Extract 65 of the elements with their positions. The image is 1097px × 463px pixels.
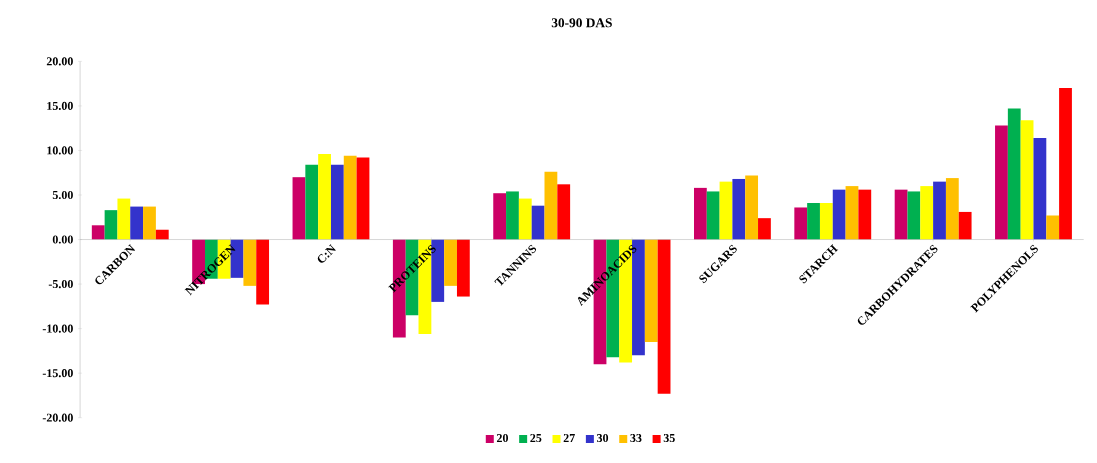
bar: [143, 206, 156, 240]
bar: [305, 164, 319, 240]
y-tick-label: -10.00: [42, 324, 73, 333]
bar: [130, 206, 144, 240]
bar: [330, 164, 344, 240]
bar: [958, 211, 972, 240]
legend-label: 25: [530, 433, 542, 443]
y-tick-label: 15.00: [47, 101, 73, 110]
bar: [745, 175, 759, 240]
bar: [858, 189, 872, 240]
bar: [995, 125, 1008, 240]
legend-label: 35: [663, 433, 675, 443]
bar: [256, 239, 270, 305]
bar: [292, 177, 306, 240]
bar: [544, 171, 558, 240]
bar: [706, 191, 720, 240]
bar: [155, 229, 169, 240]
bar: [493, 193, 507, 240]
y-tick-label: 0.00: [52, 235, 73, 244]
y-tick-label: 5.00: [52, 190, 73, 200]
bar: [819, 202, 833, 240]
bar: [557, 184, 571, 240]
bar: [920, 186, 934, 240]
bar: [444, 239, 457, 286]
y-tick-label: -15.00: [42, 369, 73, 378]
y-tick-label: 20.00: [46, 57, 73, 66]
bar: [243, 239, 257, 286]
bar: [644, 239, 658, 342]
bar: [894, 189, 908, 240]
bar: [318, 153, 331, 240]
bar: [732, 178, 746, 240]
bar: [794, 207, 808, 240]
bar: [758, 218, 771, 240]
bar: [1046, 215, 1060, 240]
bar: [945, 178, 959, 240]
y-tick-label: 10.00: [47, 146, 73, 155]
x-tick-label: C:N: [317, 243, 336, 263]
bar: [719, 181, 733, 240]
legend-label: 30: [597, 433, 609, 443]
bar: [506, 191, 519, 240]
bar: [1033, 137, 1047, 240]
bar: [531, 205, 545, 240]
bar: [1020, 120, 1034, 240]
bar: [845, 186, 859, 240]
bar: [104, 210, 118, 240]
bar: [117, 198, 131, 240]
y-tick-label: -20.00: [42, 413, 73, 422]
legend-label: 33: [630, 433, 642, 443]
bar: [343, 155, 357, 240]
bar: [456, 239, 470, 297]
bar: [91, 225, 105, 240]
bar: [832, 189, 846, 240]
bar: [1007, 108, 1021, 240]
legend-label: 27: [563, 433, 575, 442]
chart-title: 30-90 DAS: [551, 18, 612, 28]
y-tick-label: -5.00: [48, 279, 73, 289]
bar: [657, 239, 671, 394]
bar: [693, 187, 707, 240]
bar: [356, 157, 370, 240]
bar: [807, 202, 820, 240]
bar: [1059, 88, 1072, 240]
legend-label: 20: [496, 433, 509, 443]
bar: [907, 191, 921, 240]
bar: [933, 181, 946, 240]
bar: [518, 198, 532, 240]
